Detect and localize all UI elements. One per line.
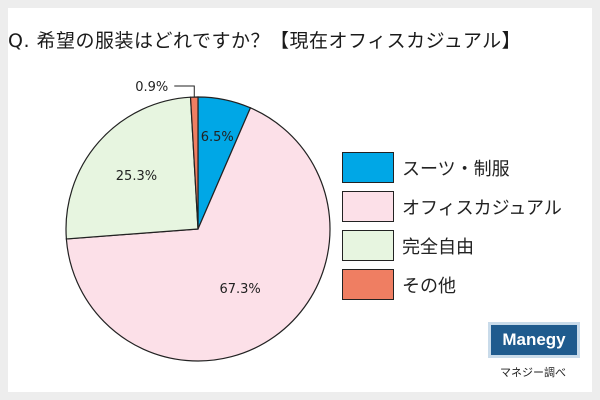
legend-label-suit: スーツ・制服 (402, 158, 510, 180)
legend-item-free: 完全自由 (342, 230, 562, 261)
legend-swatch-suit (342, 152, 394, 183)
pie-slice-other (189, 96, 199, 230)
pie-slice-office-casual (65, 107, 331, 362)
leader-line-other (174, 85, 195, 98)
legend-swatch-free (342, 230, 394, 261)
data-label-office-casual: 67.3% (219, 282, 260, 297)
legend-label-office-casual: オフィスカジュアル (402, 197, 562, 219)
legend-item-other: その他 (342, 269, 562, 300)
data-label-suit: 6.5% (201, 130, 234, 145)
manegy-logo: Manegy (488, 322, 580, 358)
data-label-free: 25.3% (116, 169, 157, 184)
legend-swatch-other (342, 269, 394, 300)
legend-item-office-casual: オフィスカジュアル (342, 191, 562, 222)
data-label-other: 0.9% (135, 80, 168, 95)
source-credit: マネジー調べ (500, 366, 566, 379)
legend-label-free: 完全自由 (402, 236, 474, 258)
legend-swatch-office-casual (342, 191, 394, 222)
legend-item-suit: スーツ・制服 (342, 152, 562, 183)
legend-label-other: その他 (402, 275, 456, 297)
pie-slice-free (65, 96, 199, 240)
legend: スーツ・制服 オフィスカジュアル 完全自由 その他 (342, 152, 562, 308)
chart-title: Q. 希望の服装はどれですか？【現在オフィスカジュアル】 (8, 30, 522, 52)
